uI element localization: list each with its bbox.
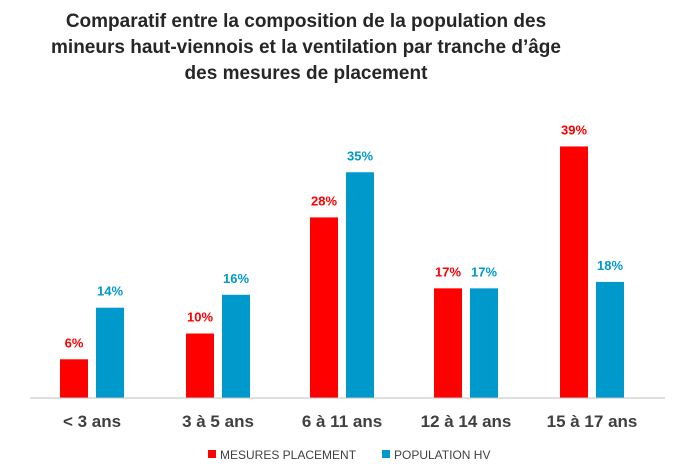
legend-label-mesures-placement: MESURES PLACEMENT	[220, 448, 357, 462]
data-label-mesures-placement-1: 6%	[65, 335, 84, 350]
data-labels: 6% 14% 10% 16% 28% 35% 17% 17% 39% 18%	[65, 122, 624, 350]
chart-title-line-1: Comparatif entre la composition de la po…	[66, 11, 546, 32]
bar-mesures-placement-2	[186, 333, 214, 398]
category-label-4: 12 à 14 ans	[421, 412, 512, 431]
category-label-3: 6 à 11 ans	[302, 412, 382, 431]
data-label-mesures-placement-2: 10%	[187, 310, 213, 325]
bar-mesures-placement-1	[60, 359, 88, 398]
legend-swatch-mesures-placement	[208, 450, 216, 458]
data-label-mesures-placement-3: 28%	[311, 193, 337, 208]
category-label-1: < 3 ans	[63, 412, 121, 431]
chart-title-line-3: des mesures de placement	[185, 63, 429, 84]
legend-swatch-population-hv	[382, 450, 390, 458]
bar-mesures-placement-3	[310, 217, 338, 398]
bars	[60, 146, 624, 398]
category-label-5: 15 à 17 ans	[547, 412, 638, 431]
data-label-mesures-placement-4: 17%	[435, 264, 461, 279]
data-label-mesures-placement-5: 39%	[561, 122, 587, 137]
bar-population-hv-3	[346, 172, 374, 398]
bar-mesures-placement-5	[560, 146, 588, 398]
category-label-2: 3 à 5 ans	[182, 412, 254, 431]
bar-population-hv-2	[222, 294, 250, 398]
bar-population-hv-5	[596, 281, 624, 398]
bar-mesures-placement-4	[434, 288, 462, 398]
data-label-population-hv-1: 14%	[97, 284, 123, 299]
chart-title-line-2: mineurs haut-viennois et la ventilation …	[51, 37, 561, 58]
data-label-population-hv-5: 18%	[597, 258, 623, 273]
category-labels: < 3 ans 3 à 5 ans 6 à 11 ans 12 à 14 ans 15 …	[63, 412, 637, 431]
bar-population-hv-1	[96, 307, 124, 398]
data-label-population-hv-2: 16%	[223, 271, 249, 286]
chart-title: Comparatif entre la composition de la po…	[51, 11, 561, 84]
data-label-population-hv-3: 35%	[347, 148, 373, 163]
legend: MESURES PLACEMENT POPULATION HV	[208, 448, 490, 462]
legend-label-population-hv: POPULATION HV	[394, 448, 490, 462]
bar-population-hv-4	[470, 288, 498, 398]
data-label-population-hv-4: 17%	[471, 264, 497, 279]
